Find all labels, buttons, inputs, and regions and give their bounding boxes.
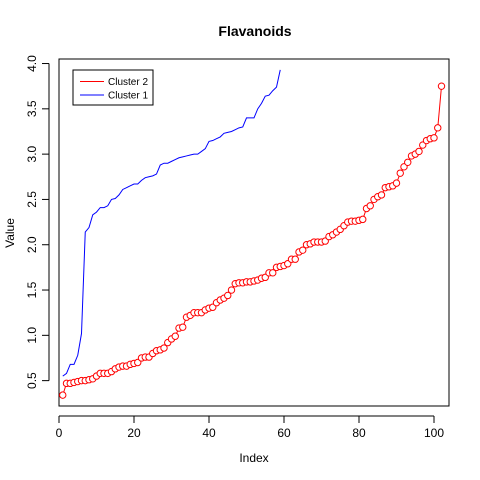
series-layer: [59, 69, 446, 399]
legend-box: [72, 69, 154, 106]
data-point-cluster-2: [291, 255, 299, 263]
x-tick-label: 20: [127, 426, 141, 440]
data-point-cluster-2: [392, 179, 401, 187]
x-axis-label: Index: [239, 451, 268, 465]
legend-label-cluster-1: Cluster 1: [108, 91, 148, 102]
data-point-cluster-2: [396, 169, 404, 177]
series-line-cluster-2: [62, 86, 442, 396]
y-axis-label: Value: [3, 218, 17, 248]
x-tick-label: 0: [56, 426, 63, 440]
x-tick-label: 100: [424, 426, 444, 440]
legend: Cluster 2 Cluster 1: [72, 69, 154, 106]
chart-title: Flavanoids: [218, 23, 291, 39]
data-point-cluster-2: [160, 344, 168, 352]
y-tick-label: 3.0: [25, 145, 39, 162]
x-axis: 0 20 40 60 80 100: [56, 415, 444, 440]
data-point-cluster-2: [434, 124, 442, 132]
data-point-cluster-2: [415, 147, 423, 156]
data-point-cluster-2: [269, 269, 277, 277]
y-axis: 0.5 1.0 1.5 2.0 2.5 3.0 3.5 4.0: [25, 55, 50, 389]
data-point-cluster-2: [59, 391, 67, 399]
legend-label-cluster-2: Cluster 2: [108, 77, 148, 88]
plot-area-border: [58, 58, 450, 407]
series-line-cluster-1: [62, 69, 281, 377]
data-point-cluster-2: [224, 291, 232, 300]
data-point-cluster-2: [377, 191, 386, 199]
y-tick-label: 1.0: [25, 327, 39, 344]
data-point-cluster-2: [359, 215, 367, 224]
y-tick-label: 2.0: [25, 236, 39, 253]
series-cluster-2: [59, 82, 446, 399]
data-point-cluster-2: [366, 202, 374, 210]
y-tick-label: 3.5: [25, 100, 39, 117]
series-cluster-1: [62, 69, 281, 377]
data-point-cluster-2: [179, 323, 187, 331]
data-point-cluster-2: [227, 286, 236, 294]
data-point-cluster-2: [171, 332, 179, 340]
y-tick-label: 1.5: [25, 281, 39, 298]
data-point-cluster-2: [299, 246, 307, 254]
data-point-cluster-2: [430, 134, 438, 142]
x-tick-label: 80: [352, 426, 366, 440]
y-tick-label: 4.0: [25, 55, 39, 72]
data-point-cluster-2: [404, 158, 412, 166]
data-point-cluster-2: [437, 82, 446, 90]
y-tick-label: 2.5: [25, 191, 39, 208]
x-tick-label: 40: [202, 426, 216, 440]
y-tick-label: 0.5: [25, 372, 39, 389]
x-tick-label: 60: [277, 426, 291, 440]
